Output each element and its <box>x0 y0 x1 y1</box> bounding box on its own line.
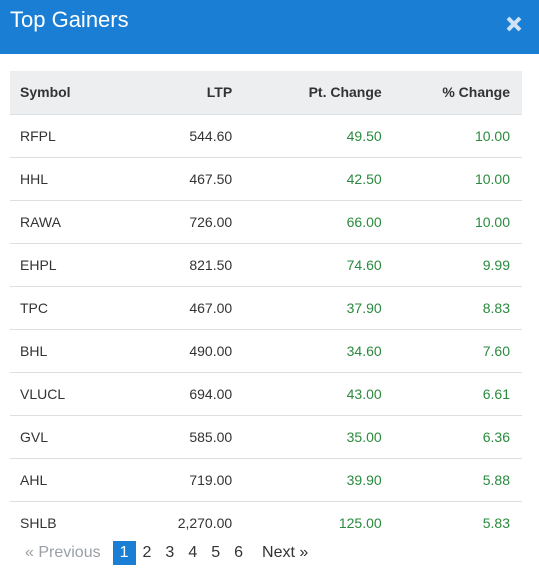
gainers-table: Symbol LTP Pt. Change % Change RFPL 544.6… <box>10 71 522 544</box>
cell-symbol[interactable]: BHL <box>20 342 48 359</box>
column-header-ltp[interactable]: LTP <box>206 84 233 101</box>
cell-pct-change: 7.60 <box>482 342 510 359</box>
cell-pt-change: 49.50 <box>346 127 382 144</box>
cell-ltp: 544.60 <box>189 127 233 144</box>
table-row[interactable]: HHL 467.50 42.50 10.00 <box>10 157 522 200</box>
cell-symbol[interactable]: EHPL <box>20 256 57 273</box>
pagination-page-6[interactable]: 6 <box>234 544 244 561</box>
cell-symbol[interactable]: TPC <box>20 299 48 316</box>
pagination-previous[interactable]: « Previous <box>25 544 101 561</box>
column-header-pct-change[interactable]: % Change <box>442 84 510 101</box>
cell-pct-change: 6.36 <box>482 428 510 445</box>
close-icon <box>506 16 522 32</box>
modal-title: Top Gainers <box>10 7 129 32</box>
pagination-next-label: Next <box>262 544 295 561</box>
close-button[interactable] <box>499 9 529 39</box>
cell-pt-change: 43.00 <box>346 385 382 402</box>
cell-symbol[interactable]: GVL <box>20 428 49 445</box>
cell-symbol[interactable]: HHL <box>20 170 49 187</box>
table-row[interactable]: VLUCL 694.00 43.00 6.61 <box>10 372 522 415</box>
cell-pt-change: 35.00 <box>346 428 382 445</box>
cell-pct-change: 5.83 <box>482 514 510 531</box>
column-header-pt-change[interactable]: Pt. Change <box>308 84 382 101</box>
table-row[interactable]: AHL 719.00 39.90 5.88 <box>10 458 522 501</box>
table-row[interactable]: EHPL 821.50 74.60 9.99 <box>10 243 522 286</box>
table-row[interactable]: BHL 490.00 34.60 7.60 <box>10 329 522 372</box>
table-row[interactable]: TPC 467.00 37.90 8.83 <box>10 286 522 329</box>
cell-pct-change: 10.00 <box>474 170 510 187</box>
cell-pt-change: 34.60 <box>346 342 382 359</box>
cell-symbol[interactable]: AHL <box>20 471 48 488</box>
cell-ltp: 726.00 <box>189 213 233 230</box>
pagination: « Previous 1 2 3 4 5 6 Next » <box>18 541 315 565</box>
column-header-symbol[interactable]: Symbol <box>20 84 71 101</box>
pagination-page-4[interactable]: 4 <box>188 544 198 561</box>
cell-ltp: 467.00 <box>189 299 233 316</box>
cell-pt-change: 66.00 <box>346 213 382 230</box>
cell-symbol[interactable]: RFPL <box>20 127 56 144</box>
cell-symbol[interactable]: SHLB <box>20 514 57 531</box>
cell-pct-change: 8.83 <box>482 299 510 316</box>
cell-pt-change: 39.90 <box>346 471 382 488</box>
table-row[interactable]: RFPL 544.60 49.50 10.00 <box>10 114 522 157</box>
table-row[interactable]: RAWA 726.00 66.00 10.00 <box>10 200 522 243</box>
cell-pct-change: 6.61 <box>482 385 510 402</box>
cell-pct-change: 10.00 <box>474 127 510 144</box>
pagination-previous-label: Previous <box>38 544 101 561</box>
cell-ltp: 694.00 <box>189 385 233 402</box>
gainers-table-container: Symbol LTP Pt. Change % Change RFPL 544.6… <box>10 71 522 544</box>
cell-ltp: 585.00 <box>189 428 233 445</box>
pagination-page-2[interactable]: 2 <box>142 544 152 561</box>
cell-pct-change: 9.99 <box>482 256 510 273</box>
cell-pt-change: 42.50 <box>346 170 382 187</box>
pagination-next[interactable]: Next » <box>262 544 309 561</box>
cell-symbol[interactable]: VLUCL <box>20 385 66 402</box>
cell-pt-change: 37.90 <box>346 299 382 316</box>
cell-ltp: 821.50 <box>189 256 233 273</box>
cell-ltp: 719.00 <box>189 471 233 488</box>
table-header-row: Symbol LTP Pt. Change % Change <box>10 71 522 114</box>
cell-ltp: 467.50 <box>189 170 233 187</box>
cell-ltp: 2,270.00 <box>177 514 233 531</box>
modal-header: Top Gainers <box>0 0 539 54</box>
pagination-page-3[interactable]: 3 <box>165 544 175 561</box>
table-row[interactable]: GVL 585.00 35.00 6.36 <box>10 415 522 458</box>
table-row[interactable]: SHLB 2,270.00 125.00 5.83 <box>10 501 522 544</box>
pagination-page-1[interactable]: 1 <box>112 541 136 565</box>
cell-symbol[interactable]: RAWA <box>20 213 61 230</box>
cell-pct-change: 10.00 <box>474 213 510 230</box>
cell-pt-change: 74.60 <box>346 256 382 273</box>
pagination-page-5[interactable]: 5 <box>211 544 221 561</box>
cell-ltp: 490.00 <box>189 342 233 359</box>
cell-pct-change: 5.88 <box>482 471 510 488</box>
cell-pt-change: 125.00 <box>338 514 382 531</box>
